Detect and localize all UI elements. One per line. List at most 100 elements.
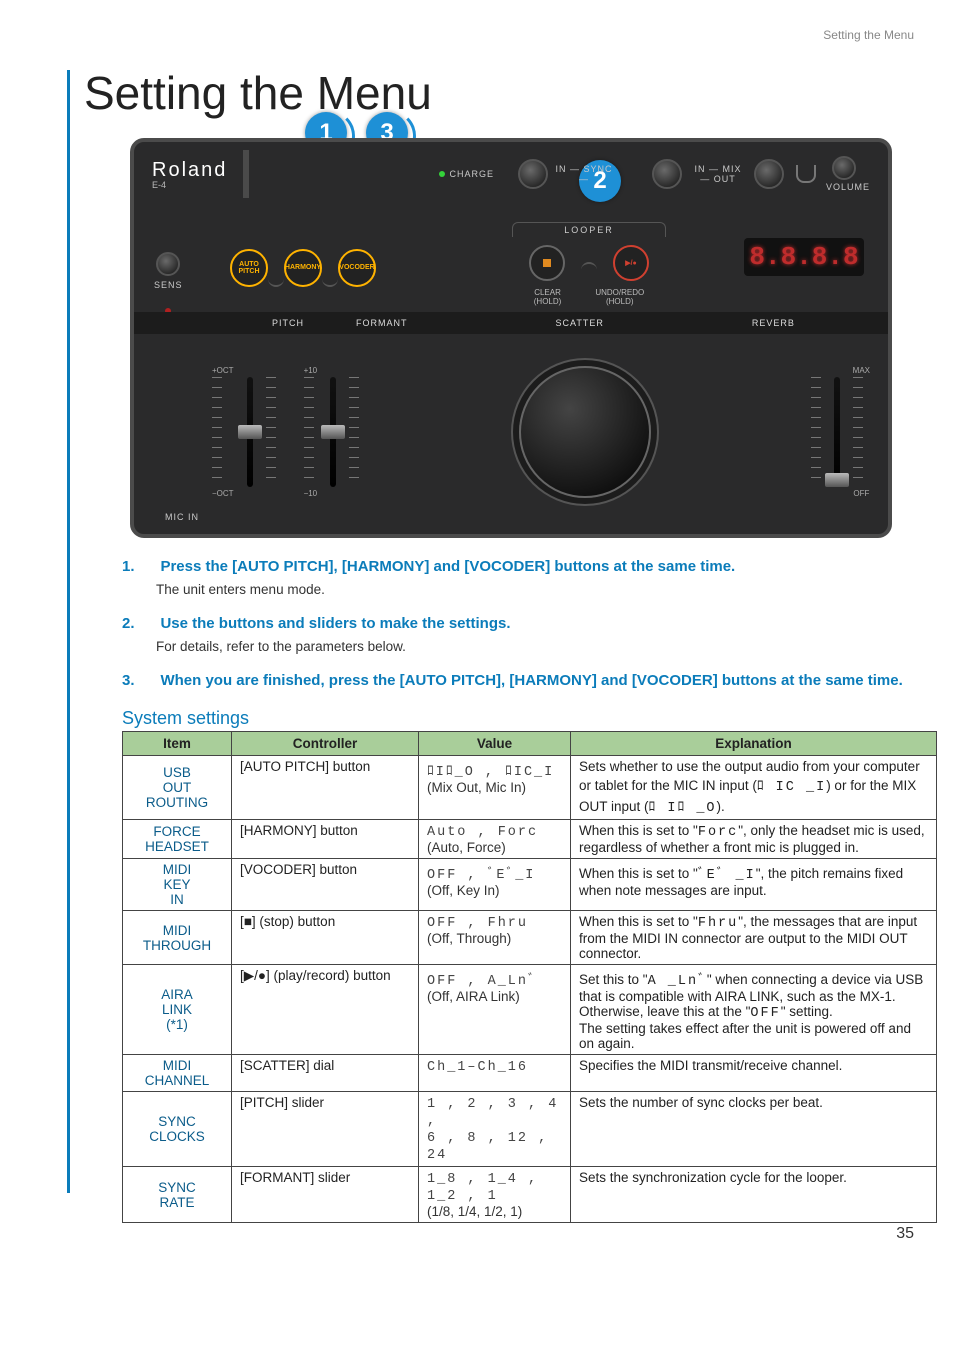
mix-in-knob [652,159,682,189]
device-illustration: 2 Roland E-4 CHARGE IN — SYNC — IN — MIX… [130,138,892,538]
charge-led [439,171,445,177]
system-settings-table: Item Controller Value Explanation USBOUT… [122,731,937,1223]
clear-label: CLEAR (HOLD) [534,288,562,306]
cell-item: AIRALINK(*1) [123,965,232,1055]
table-row: FORCEHEADSET[HARMONY] buttonAuto , Forc(… [123,820,937,859]
cell-controller: [PITCH] slider [232,1092,419,1167]
sync-in-knob [518,159,548,189]
cell-controller: [VOCODER] button [232,859,419,911]
cell-explanation: Sets the number of sync clocks per beat. [571,1092,937,1167]
headphone-icon [796,165,816,183]
stop-button [529,245,565,281]
cell-item: MIDITHROUGH [123,911,232,965]
cell-controller: [▶/●] (play/record) button [232,965,419,1055]
cell-item: MIDICHANNEL [123,1055,232,1092]
th-controller: Controller [232,732,419,756]
instruction-steps: Press the [AUTO PITCH], [HARMONY] and [V… [122,558,914,690]
page-number: 35 [896,1225,914,1243]
top-divider [243,150,249,198]
looper-label: LOOPER [512,222,666,237]
panel-label-row: PITCH FORMANT SCATTER REVERB [134,312,888,334]
seven-seg-display: 8.8.8.8 [744,238,864,276]
reverb-label: REVERB [752,318,795,328]
system-settings-heading: System settings [122,708,914,729]
cell-item: SYNCCLOCKS [123,1092,232,1167]
vocoder-button: VOCODER [338,249,376,287]
step-2-title: Use the buttons and sliders to make the … [160,615,510,632]
scatter-label: SCATTER [556,318,604,328]
looper-block: LOOPER ▶/● CLEAR (HOLD) UNDO/REDO (HOLD) [494,222,684,306]
link-curve-1 [268,265,284,287]
cell-item: USBOUTROUTING [123,756,232,820]
cell-controller: [AUTO PITCH] button [232,756,419,820]
reverb-max-label: MAX [853,366,870,375]
cell-value: ﾛIﾛ_O , ﾛIC_I(Mix Out, Mic In) [419,756,571,820]
reverb-ticks-right [853,377,863,487]
minus-oct-label: −OCT [212,489,234,498]
page: Setting the Menu Setting the Menu 1 3 2 … [0,0,954,1253]
auto-pitch-button: AUTO PITCH [230,249,268,287]
step-1: Press the [AUTO PITCH], [HARMONY] and [V… [122,558,914,597]
cell-value: 1_8 , 1_4 ,1_2 , 1(1/8, 1/4, 1/2, 1) [419,1167,571,1223]
reverb-slider [825,375,849,489]
device-top-strip: Roland E-4 CHARGE IN — SYNC — IN — MIX —… [134,142,888,206]
table-row: MIDICHANNEL[SCATTER] dialCh_1–Ch_16Speci… [123,1055,937,1092]
formant-ticks-right [349,377,359,487]
volume-label: VOLUME [826,182,870,192]
pitch-label: PITCH [272,318,304,328]
volume-knob [832,156,856,180]
cell-value: OFF , A_Lnﾞ(Off, AIRA Link) [419,965,571,1055]
table-header-row: Item Controller Value Explanation [123,732,937,756]
cell-explanation: Specifies the MIDI transmit/receive chan… [571,1055,937,1092]
pitch-ticks-left [212,377,222,487]
volume-block: VOLUME [826,156,870,192]
breadcrumb: Setting the Menu [823,28,914,42]
minus10-label: −10 [304,489,318,498]
undo-label: UNDO/REDO (HOLD) [595,288,644,306]
looper-link [581,262,597,284]
brand-block: Roland E-4 [152,159,227,190]
formant-slider [321,375,345,489]
cell-explanation: When this is set to "ﾞEﾞ _I", the pitch … [571,859,937,911]
formant-ticks-left [304,377,314,487]
effect-buttons: AUTO PITCH HARMONY VOCODER [230,248,376,287]
plus10-label: +10 [304,366,318,375]
table-row: MIDIKEYIN[VOCODER] buttonOFF , ﾞEﾞ_I(Off… [123,859,937,911]
cell-controller: [■] (stop) button [232,911,419,965]
mic-in-label: MIC IN [152,512,212,522]
step-2-body: For details, refer to the parameters bel… [156,639,914,654]
mix-label: IN — MIX — OUT [688,164,748,184]
sens-label: SENS [154,280,183,290]
pitch-ticks-right [266,377,276,487]
table-row: AIRALINK(*1)[▶/●] (play/record) buttonOF… [123,965,937,1055]
step-1-title: Press the [AUTO PITCH], [HARMONY] and [V… [160,558,735,575]
cell-value: OFF , Fhru(Off, Through) [419,911,571,965]
reverb-off-label: OFF [853,489,870,498]
cell-value: OFF , ﾞEﾞ_I(Off, Key In) [419,859,571,911]
brand-logo: Roland [152,159,227,181]
th-item: Item [123,732,232,756]
link-curve-2 [322,265,338,287]
th-explanation: Explanation [571,732,937,756]
charge-label: CHARGE [449,169,494,179]
scatter-knob [519,366,651,498]
step-1-body: The unit enters menu mode. [156,582,914,597]
table-row: USBOUTROUTING[AUTO PITCH] buttonﾛIﾛ_O , … [123,756,937,820]
plus-oct-label: +OCT [212,366,234,375]
cell-explanation: Set this to "A _Lnﾞ" when connecting a d… [571,965,937,1055]
cell-value: Auto , Forc(Auto, Force) [419,820,571,859]
cell-explanation: Sets the synchronization cycle for the l… [571,1167,937,1223]
mix-out-knob [754,159,784,189]
bottom-controls: MIC IN +OCT −OCT [152,342,870,522]
cell-item: SYNCRATE [123,1167,232,1223]
table-row: MIDITHROUGH[■] (stop) buttonOFF , Fhru(O… [123,911,937,965]
cell-item: FORCEHEADSET [123,820,232,859]
cell-value: Ch_1–Ch_16 [419,1055,571,1092]
cell-controller: [FORMANT] slider [232,1167,419,1223]
cell-explanation: Sets whether to use the output audio fro… [571,756,937,820]
looper-buttons: ▶/● [494,245,684,284]
page-title: Setting the Menu [84,66,914,120]
table-row: SYNCCLOCKS[PITCH] slider1 , 2 , 3 , 4 ,6… [123,1092,937,1167]
play-record-button: ▶/● [613,245,649,281]
cell-explanation: When this is set to "Fhru", the messages… [571,911,937,965]
